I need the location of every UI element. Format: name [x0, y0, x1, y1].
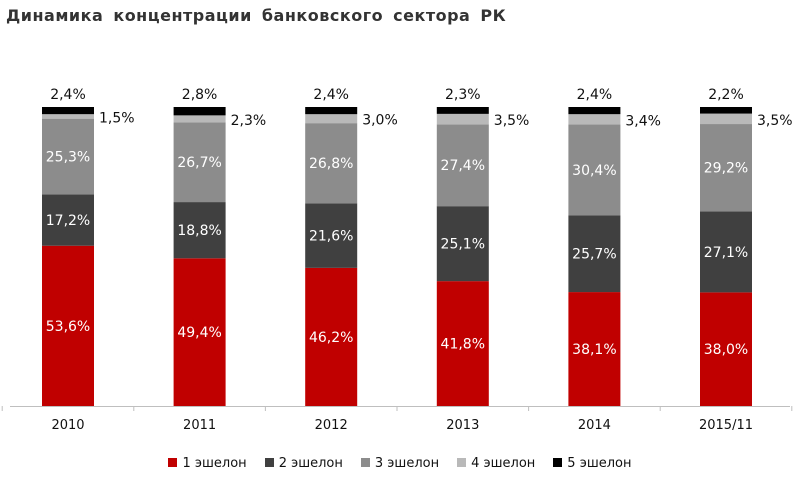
bar-segment	[173, 202, 226, 259]
bar-segment	[305, 203, 358, 268]
data-label: 2,2%	[708, 87, 744, 103]
bar-segment	[173, 258, 226, 406]
legend-label: 1 эшелон	[182, 456, 247, 471]
legend-swatch	[457, 458, 467, 467]
bar-segment	[436, 124, 489, 207]
data-label: 2,8%	[182, 87, 218, 103]
data-label: 30,4%	[572, 163, 616, 179]
data-label: 2,4%	[577, 87, 613, 103]
data-label: 2,3%	[231, 113, 267, 129]
data-label: 26,7%	[177, 155, 221, 171]
data-label: 18,8%	[177, 223, 221, 239]
bar-segment	[568, 215, 621, 293]
bar-segment	[700, 211, 752, 293]
data-label: 21,6%	[309, 229, 353, 245]
legend-swatch	[553, 458, 563, 467]
legend-item: 3 эшелон	[360, 456, 440, 471]
legend-swatch	[264, 458, 274, 467]
bar-segment	[173, 122, 226, 203]
chart-title: Динамика концентрации банковского сектор…	[6, 6, 507, 25]
bar-segment	[173, 107, 226, 116]
data-label: 27,1%	[704, 245, 748, 261]
x-tick-label: 2013	[446, 418, 479, 433]
bar-segment	[42, 194, 94, 246]
data-label: 41,8%	[441, 337, 485, 353]
bar-segment	[568, 292, 621, 406]
bar-segment	[436, 107, 489, 114]
bar-segment	[173, 115, 226, 123]
bar-segment	[700, 292, 752, 406]
data-label: 29,2%	[704, 161, 748, 177]
bar-segment	[436, 113, 489, 125]
bar-segment	[305, 107, 358, 115]
bar-segment	[305, 267, 358, 406]
bar-segment	[568, 107, 621, 115]
data-label: 3,0%	[362, 113, 398, 129]
data-label: 2,4%	[50, 87, 86, 103]
legend-label: 3 эшелон	[374, 456, 440, 471]
x-tick-label: 2011	[183, 418, 216, 433]
bar-segment	[700, 113, 752, 125]
legend-item: 2 эшелон	[264, 456, 343, 471]
data-label: 3,5%	[494, 113, 530, 129]
legend-label: 5 эшелон	[567, 456, 632, 471]
data-label: 3,4%	[625, 113, 661, 129]
bar-segment	[305, 123, 358, 204]
legend-label: 2 эшелон	[278, 456, 343, 471]
legend-item: 5 эшелон	[553, 456, 632, 471]
bar-segment	[700, 107, 752, 114]
bar-segment	[568, 124, 621, 216]
bar-segment	[436, 281, 489, 406]
legend-label: 4 эшелон	[471, 456, 536, 471]
data-label: 17,2%	[46, 213, 90, 229]
bar-segment	[305, 114, 358, 124]
x-tick-label: 2010	[51, 418, 84, 433]
bar-segment	[436, 206, 489, 282]
data-label: 53,6%	[46, 319, 90, 335]
data-label: 25,7%	[572, 247, 616, 263]
legend-item: 4 эшелон	[457, 456, 535, 471]
data-label: 2,3%	[445, 87, 481, 103]
data-label: 49,4%	[177, 325, 221, 341]
bar-segment	[700, 124, 752, 212]
bar-segment	[42, 114, 94, 119]
data-label: 1,5%	[99, 110, 135, 126]
data-label: 26,8%	[309, 156, 353, 172]
x-tick-label: 2012	[315, 418, 348, 433]
bar-segment	[42, 245, 94, 406]
data-label: 3,5%	[757, 113, 793, 129]
data-label: 38,1%	[572, 342, 616, 358]
bar-segment	[42, 107, 94, 115]
data-label: 46,2%	[309, 330, 353, 346]
legend-swatch	[360, 458, 370, 467]
x-tick-label: 2015/11	[699, 418, 753, 433]
data-label: 25,3%	[46, 149, 90, 165]
bar-segment	[42, 118, 94, 195]
legend-swatch	[168, 458, 178, 467]
data-label: 27,4%	[441, 158, 485, 174]
data-label: 25,1%	[441, 237, 485, 253]
legend: 1 эшелон 2 эшелон 3 эшелон 4 эшелон 5 эшелон	[0, 456, 800, 471]
legend-item: 1 эшелон	[168, 456, 247, 471]
data-label: 2,4%	[313, 87, 349, 103]
data-label: 38,0%	[704, 342, 748, 358]
x-tick-label: 2014	[578, 418, 611, 433]
bar-segment	[568, 114, 621, 125]
